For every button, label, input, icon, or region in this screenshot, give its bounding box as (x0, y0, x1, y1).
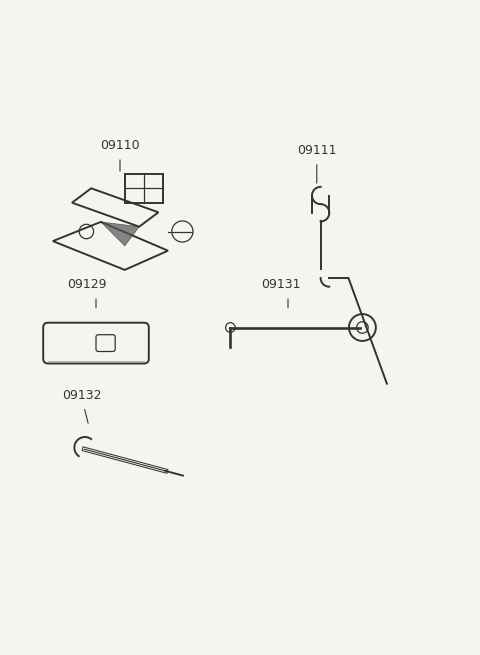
Text: 09111: 09111 (297, 144, 336, 157)
Text: 09110: 09110 (100, 140, 140, 153)
Text: 09132: 09132 (62, 389, 101, 402)
Polygon shape (101, 222, 139, 246)
Text: 09131: 09131 (261, 278, 300, 291)
Text: 09129: 09129 (67, 278, 106, 291)
